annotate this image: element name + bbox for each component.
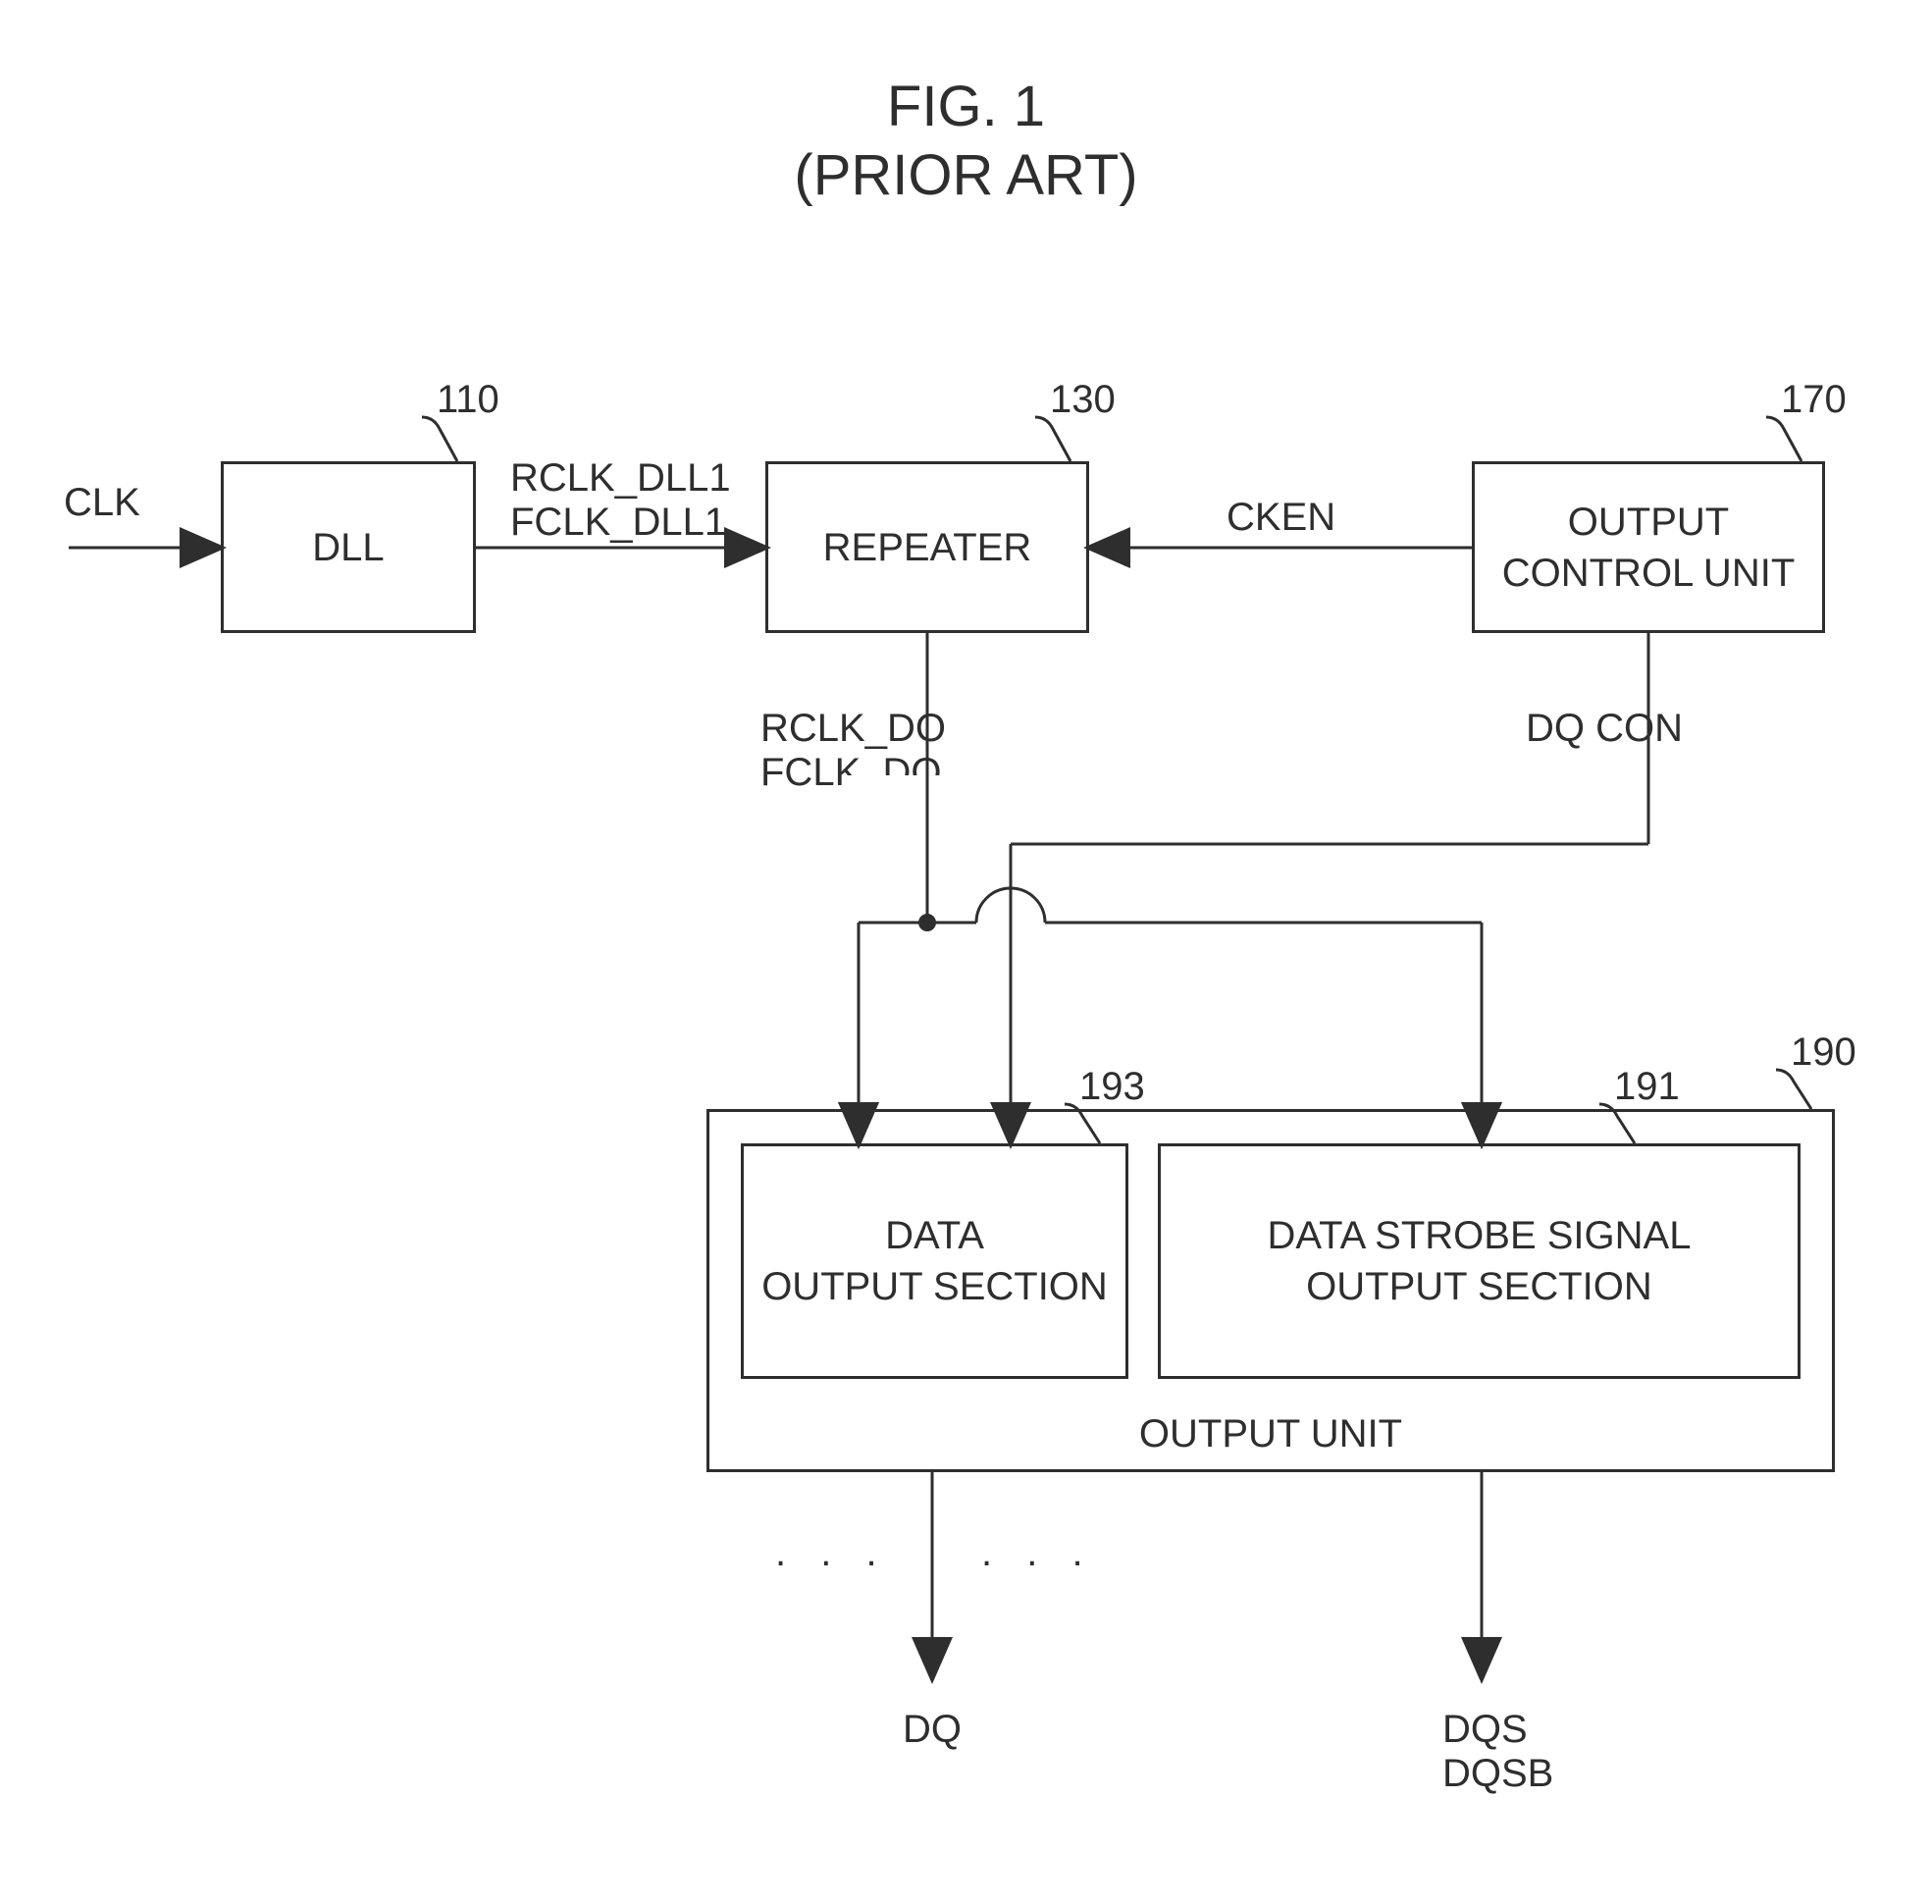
figure-title-1: FIG. 1 [0,74,1932,139]
figure-title-2: (PRIOR ART) [0,142,1932,208]
ellipsis-left: . . . [775,1531,889,1575]
signal-dll-out: RCLK_DLL1 FCLK_DLL1 [510,456,731,545]
block-dll-label: DLL [312,522,384,573]
ref-repeater: 130 [1050,378,1116,422]
block-output-control: OUTPUT CONTROL UNIT [1472,461,1825,633]
block-data-strobe: DATA STROBE SIGNAL OUTPUT SECTION [1158,1143,1801,1379]
signal-cken: CKEN [1227,496,1335,540]
ref-dll: 110 [437,378,499,422]
signal-dq: DQ [903,1708,962,1752]
block-data-strobe-label: DATA STROBE SIGNAL OUTPUT SECTION [1268,1210,1692,1312]
ref-data-strobe: 191 [1614,1065,1680,1109]
block-repeater-label: REPEATER [823,522,1032,573]
wiring [0,0,1932,1904]
signal-dq-con: DQ CON [1526,707,1683,751]
ref-output-unit: 190 [1791,1031,1856,1075]
signal-clk: CLK [64,481,140,525]
block-data-output-label: DATA OUTPUT SECTION [761,1210,1108,1312]
ref-data-output: 193 [1079,1065,1145,1109]
signal-repeater-out: RCLK_DO FCLK_DO [760,707,946,795]
signal-dqs: DQS DQSB [1442,1708,1553,1796]
ref-output-control: 170 [1781,378,1847,422]
block-output-control-label: OUTPUT CONTROL UNIT [1502,497,1796,599]
ellipsis-right: . . . [981,1531,1095,1575]
block-dll: DLL [221,461,476,633]
block-output-unit-label: OUTPUT UNIT [1139,1408,1402,1459]
block-data-output: DATA OUTPUT SECTION [741,1143,1128,1379]
wiring-2 [0,0,1932,1904]
block-repeater: REPEATER [765,461,1089,633]
